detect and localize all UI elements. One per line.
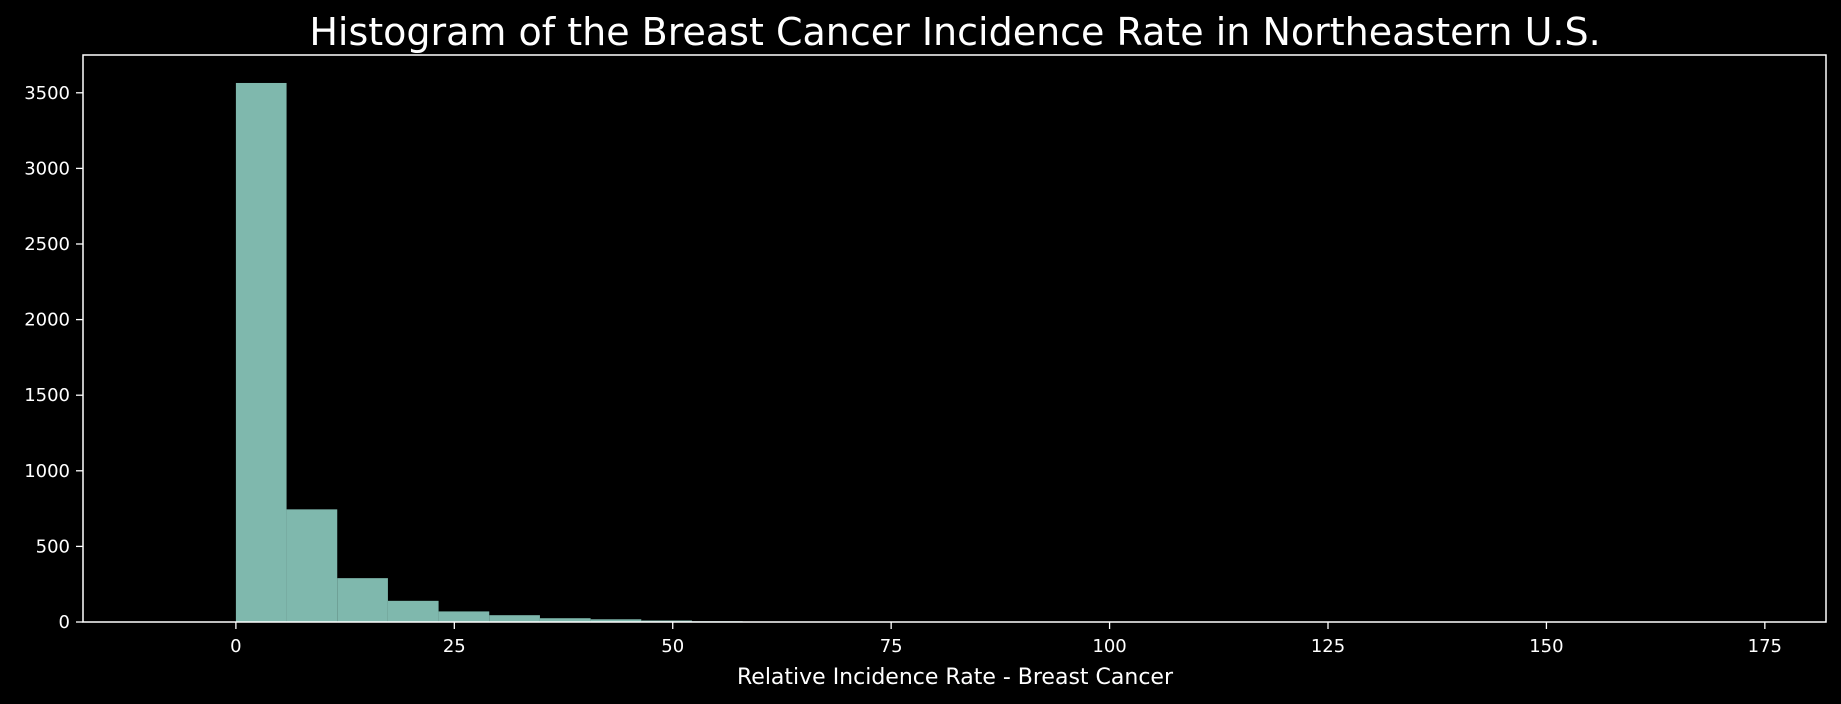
x-tick-label-150: 150 — [1529, 636, 1563, 657]
y-tick-label-0: 0 — [59, 612, 70, 633]
x-axis-label: Relative Incidence Rate - Breast Cancer — [737, 665, 1174, 690]
histogram-bar-3 — [387, 600, 439, 622]
y-tick-label-2000: 2000 — [24, 310, 70, 331]
plot-frame — [82, 54, 1827, 623]
x-tick-label-125: 125 — [1311, 636, 1345, 657]
x-tick-label-75: 75 — [880, 636, 903, 657]
x-tick-label-0: 0 — [230, 636, 241, 657]
histogram-bar-2 — [337, 578, 388, 622]
histogram-bar-1 — [286, 509, 338, 622]
x-tick-label-100: 100 — [1092, 636, 1126, 657]
x-tick-label-50: 50 — [661, 636, 684, 657]
x-tick-label-25: 25 — [443, 636, 466, 657]
bars-layer — [235, 82, 895, 623]
y-tick-label-3000: 3000 — [24, 158, 70, 179]
y-tick-label-3500: 3500 — [24, 83, 70, 104]
chart-title: Histogram of the Breast Cancer Incidence… — [309, 10, 1600, 54]
histogram-bar-0 — [235, 82, 287, 623]
y-tick-label-500: 500 — [36, 536, 70, 557]
y-tick-label-1500: 1500 — [24, 385, 70, 406]
y-tick-label-1000: 1000 — [24, 461, 70, 482]
histogram-bar-7 — [590, 619, 642, 622]
histogram-bar-8 — [641, 620, 692, 622]
histogram-bar-4 — [438, 611, 490, 622]
histogram-bar-6 — [539, 618, 591, 622]
y-tick-label-2500: 2500 — [24, 234, 70, 255]
axes-layer: 0 25 50 75 100 125 150 175 0 500 1000 1500 2000 2500 3… — [24, 54, 1827, 657]
x-tick-label-175: 175 — [1748, 636, 1782, 657]
histogram-bar-5 — [489, 615, 540, 622]
